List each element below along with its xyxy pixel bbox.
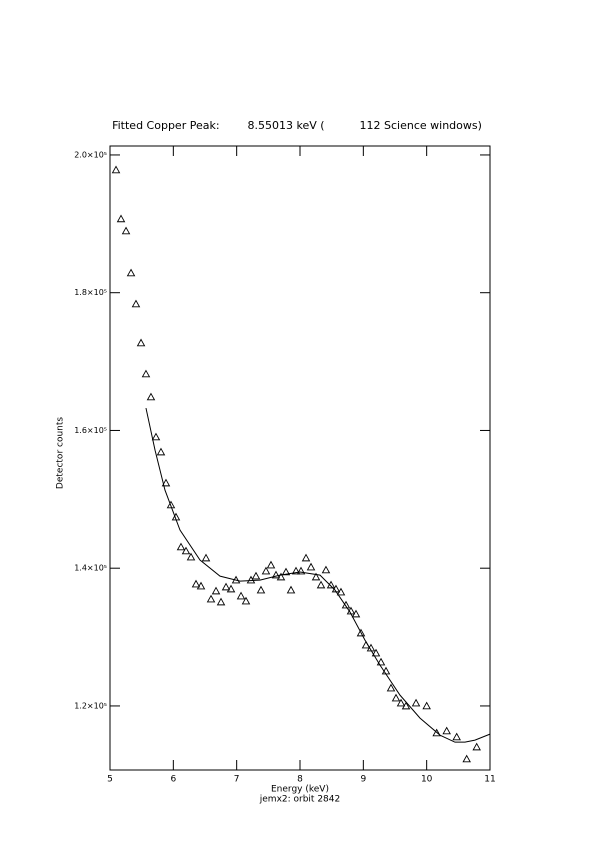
data-point (226, 584, 236, 593)
data-point (276, 572, 286, 581)
fit-curve (145, 407, 491, 743)
y-axis-label: Detector counts (56, 417, 66, 489)
data-point (161, 478, 171, 487)
data-point (281, 567, 291, 576)
x-tick-label: 9 (360, 775, 366, 785)
data-point (356, 628, 366, 637)
y-tick-label: 2.0×10⁵ (74, 150, 107, 159)
subtitle: jemx2: orbit 2842 (259, 795, 340, 805)
y-tick-label: 1.6×10⁵ (74, 426, 107, 435)
data-point (271, 570, 281, 579)
data-point (176, 542, 186, 551)
data-point (221, 582, 231, 591)
data-point (432, 728, 441, 737)
y-tick-label: 1.4×10⁵ (74, 564, 107, 573)
data-point (181, 546, 191, 555)
data-point (121, 226, 131, 235)
data-point (401, 701, 411, 710)
data-point (391, 693, 401, 702)
data-point (296, 566, 306, 575)
data-point (452, 732, 461, 741)
data-point (126, 268, 136, 277)
data-point (351, 609, 361, 618)
data-point (156, 447, 166, 456)
data-point (241, 596, 251, 605)
data-point (191, 579, 201, 588)
data-point (211, 586, 221, 595)
data-point (291, 566, 301, 575)
data-point (141, 369, 151, 378)
data-point (422, 701, 431, 710)
data-point (286, 585, 296, 594)
data-point (261, 566, 271, 575)
data-point (472, 742, 481, 751)
data-point (116, 214, 126, 223)
data-point (266, 560, 276, 569)
data-point (201, 553, 211, 562)
data-point (396, 698, 406, 707)
data-point (321, 565, 331, 574)
x-tick-label: 6 (170, 775, 176, 785)
data-point (341, 600, 351, 609)
data-point (236, 591, 246, 600)
x-axis-label: Energy (keV) (271, 785, 329, 795)
x-tick-label: 8 (297, 775, 303, 785)
y-tick-label: 1.2×10⁵ (74, 701, 107, 710)
data-point (386, 683, 396, 692)
data-point (311, 572, 321, 581)
data-point (131, 299, 141, 308)
data-point (251, 571, 261, 580)
data-point (336, 587, 346, 596)
data-point (246, 575, 256, 584)
data-point (151, 432, 161, 441)
data-point (136, 338, 146, 347)
data-point (316, 580, 326, 589)
data-point (306, 562, 316, 571)
data-point (301, 553, 311, 562)
data-point (206, 594, 216, 603)
data-point (442, 726, 451, 735)
x-tick-label: 10 (421, 775, 433, 785)
y-tick-label: 1.8×10⁵ (74, 288, 107, 297)
data-point (256, 585, 266, 594)
chart-title: Fitted Copper Peak: 8.55013 keV ( 112 Sc… (112, 119, 482, 132)
data-point (111, 165, 121, 174)
data-point (371, 648, 381, 657)
data-point (146, 392, 156, 401)
data-point (411, 698, 421, 707)
data-point (186, 552, 196, 561)
data-point (166, 500, 176, 509)
data-point (196, 581, 206, 590)
x-tick-label: 11 (484, 775, 495, 785)
data-point (216, 597, 226, 606)
x-tick-label: 5 (107, 775, 113, 785)
x-tick-label: 7 (234, 775, 240, 785)
data-point (376, 657, 386, 666)
data-point (462, 754, 471, 763)
